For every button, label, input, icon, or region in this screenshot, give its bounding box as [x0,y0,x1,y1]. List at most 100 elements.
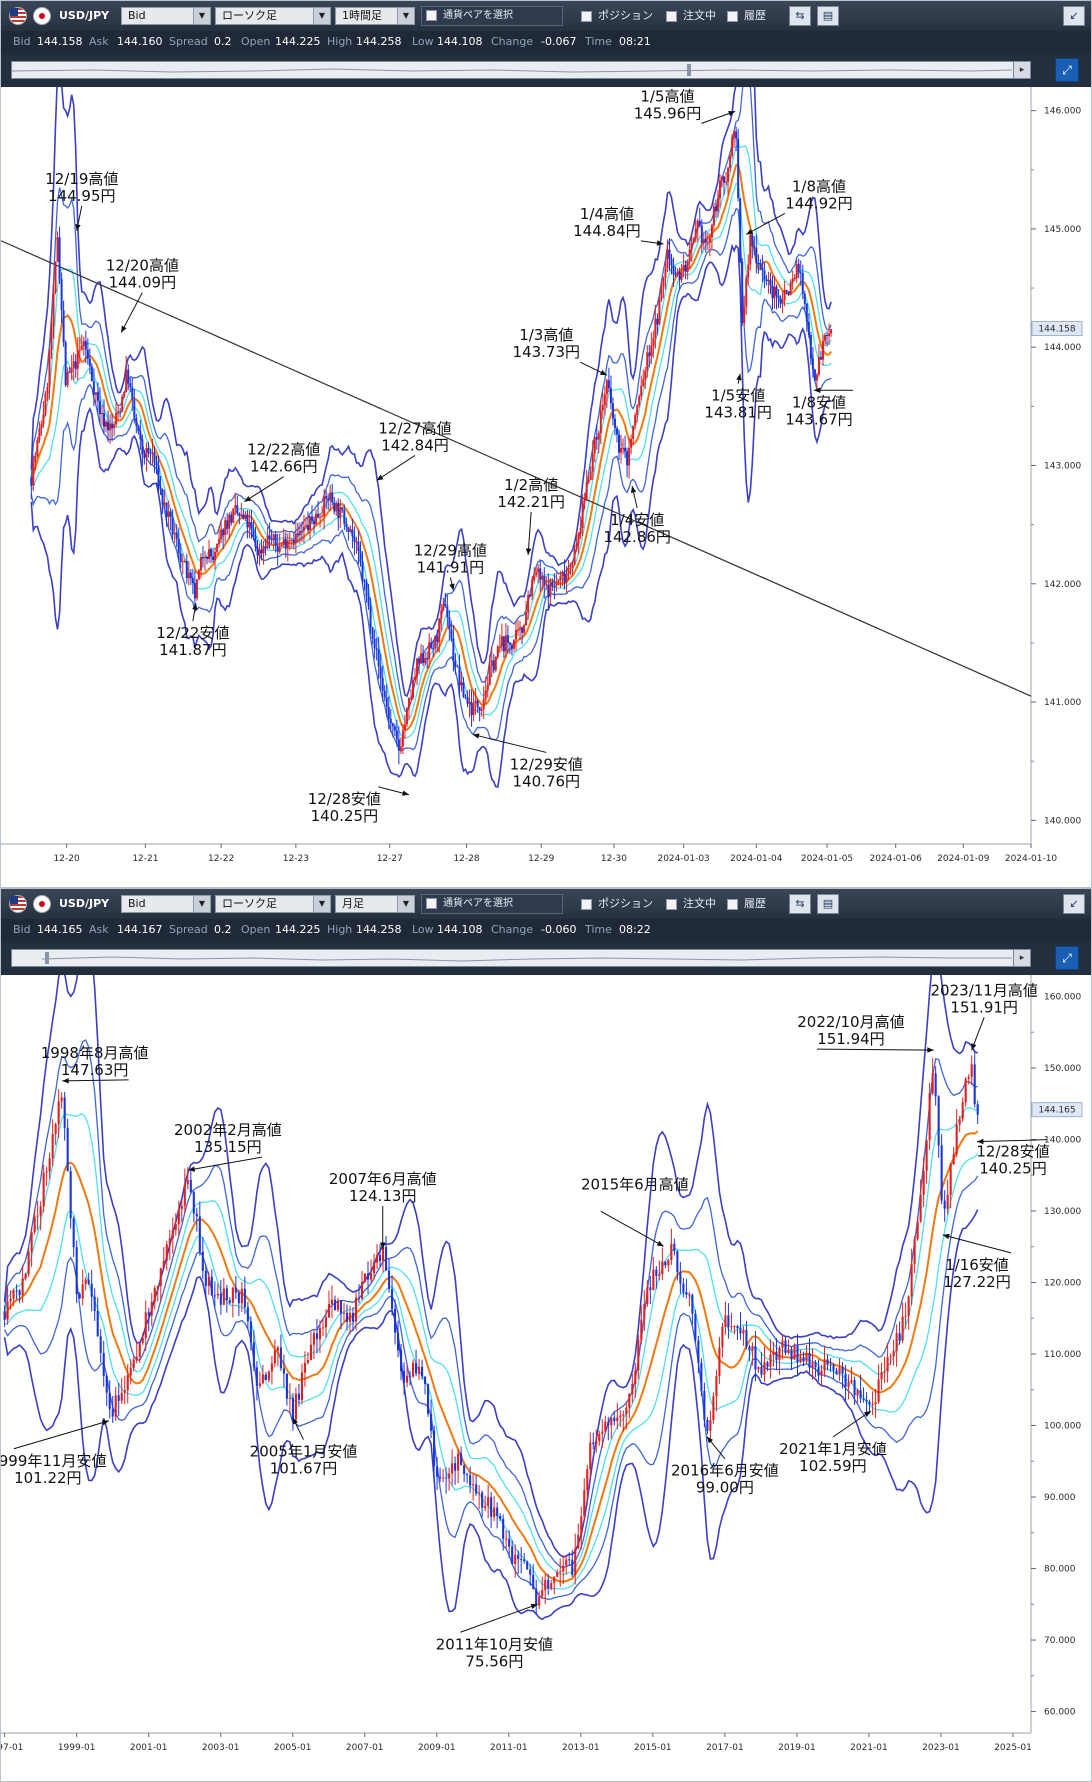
candle-body [723,176,726,183]
candle-body [793,1345,796,1360]
annotation-arrow [816,1048,934,1051]
candle-body [117,1395,120,1401]
orders-toggle[interactable]: 注文中 [666,897,716,911]
candle-body [309,516,311,530]
candle-body [502,636,505,652]
timeframe-select[interactable]: 月足 ▼ [335,895,415,913]
candle-body [470,702,473,716]
chart-style-select[interactable]: ローソク足 ▼ [215,895,331,913]
candle-body [357,541,360,552]
annotation-value: 141.91円 [417,558,485,576]
annotation-arrow [600,1210,664,1247]
candle-body [940,1145,943,1201]
plot-area [1,87,1031,844]
candle-body [66,371,69,386]
chart-sync-icon[interactable]: ⇆ [789,6,811,26]
orders-checkbox[interactable] [666,10,677,22]
range-slider[interactable]: ▸ [11,949,1031,967]
candle-body [460,682,463,686]
candle-body [502,1518,505,1539]
candle-body [910,1263,913,1297]
candle-body [593,437,596,454]
candle-body [76,350,79,369]
range-right-arrow-icon[interactable]: ▸ [1013,950,1030,966]
candle-body [74,361,77,369]
candle-body [181,561,184,563]
orders-toggle[interactable]: 注文中 [666,9,716,23]
select-pair-button[interactable]: 通貨ペアを選択 [421,894,563,914]
annotation-value: 145.96円 [634,104,702,122]
history-checkbox[interactable] [727,10,738,22]
candle-body [946,1194,949,1209]
candle-body [583,1490,586,1517]
candle-body [372,1262,376,1274]
hourly-price-chart[interactable]: 140.000 141.000 142.000 143.000 144.000 145.0… [1,87,1092,887]
candle-body [517,629,520,631]
chart-settings-icon[interactable]: ▤ [817,894,839,914]
chart-style-select[interactable]: ローソク足 ▼ [215,7,331,25]
chart-settings-icon[interactable]: ▤ [817,6,839,26]
price-type-select[interactable]: Bid ▼ [121,895,211,913]
chart-sync-icon[interactable]: ⇆ [789,894,811,914]
candle-body [688,1294,691,1296]
position-checkbox[interactable] [581,10,592,22]
candle-body [565,1559,568,1566]
arrowhead-icon [706,1436,714,1444]
candle-body [363,579,366,583]
range-slider[interactable]: ▸ [11,61,1031,79]
candle-body [725,181,728,183]
candle-body [828,333,831,336]
candle-body [420,653,423,664]
time-value: 08:22 [619,923,651,936]
undock-icon[interactable]: ↙ [1063,6,1085,26]
candle-body [493,1507,496,1517]
history-checkbox[interactable] [727,898,738,910]
candle-body [668,249,671,259]
candle-body [70,367,73,373]
candle-body [907,1296,910,1316]
candle-body [829,1364,832,1366]
time-value: 08:21 [619,35,651,48]
candle-body [119,411,122,413]
history-toggle[interactable]: 履歴 [727,9,766,23]
candle-body [730,1326,733,1328]
candle-body [222,1288,225,1305]
candle-body [159,487,162,490]
monthly-price-chart[interactable]: 60.000 70.000 80.000 90.000 100.000 110.000 12… [1,975,1092,1781]
x-tick-label: 2019-01 [778,1743,816,1753]
arrowhead-icon [292,1417,299,1425]
history-toggle[interactable]: 履歴 [727,897,766,911]
candle-body [613,1417,616,1422]
range-right-arrow-icon[interactable]: ▸ [1013,62,1030,78]
candle-body [808,1353,811,1368]
range-handle[interactable] [45,952,49,964]
arrowhead-icon [75,223,81,231]
candle-body [759,263,762,268]
candle-body [150,1301,153,1316]
candle-body [838,1367,841,1374]
range-navigator: ▸ ⤢ [1,53,1091,87]
undock-icon[interactable]: ↙ [1063,894,1085,914]
zoom-fit-icon[interactable]: ⤢ [1055,946,1079,970]
candle-body [916,1221,919,1240]
select-pair-button[interactable]: 通貨ペアを選択 [421,6,563,26]
candle-body [714,206,717,212]
select-pair-checkbox[interactable] [426,897,437,909]
candle-body [132,1359,135,1368]
orders-checkbox[interactable] [666,898,677,910]
candle-body [175,532,178,540]
candle-body [692,238,695,243]
range-handle[interactable] [687,64,691,76]
select-pair-checkbox[interactable] [426,9,437,21]
candle-body [515,629,517,640]
position-toggle[interactable]: ポジション [581,897,653,911]
position-checkbox[interactable] [581,898,592,910]
timeframe-select[interactable]: 1時間足 ▼ [335,7,415,25]
candle-body [204,1270,207,1286]
candle-body [270,1363,273,1372]
price-type-select[interactable]: Bid ▼ [121,7,211,25]
zoom-fit-icon[interactable]: ⤢ [1055,58,1079,82]
position-toggle[interactable]: ポジション [581,9,653,23]
